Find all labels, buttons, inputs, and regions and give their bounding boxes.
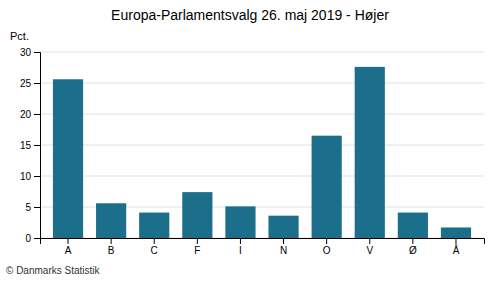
bar	[398, 213, 428, 238]
footer: © Danmarks Statistik	[6, 265, 101, 276]
bar	[312, 136, 342, 238]
bar	[441, 227, 471, 238]
y-tick-label: 30	[20, 47, 32, 58]
y-tick-label: 5	[25, 202, 31, 213]
x-axis-line	[41, 239, 485, 245]
x-tick-label: B	[108, 245, 115, 256]
grid-line	[40, 83, 484, 84]
x-tick-label: O	[323, 245, 331, 256]
y-tick-mark	[34, 176, 40, 177]
x-tick-mark	[240, 238, 241, 244]
y-axis: 0 5 10 15 20 25 30	[20, 47, 41, 244]
y-tick: 25	[20, 78, 40, 89]
y-tick: 0	[25, 233, 40, 244]
x-tick-mark	[197, 238, 198, 244]
bar	[96, 203, 126, 238]
y-tick-label: 0	[25, 233, 31, 244]
y-tick-label: 20	[20, 109, 32, 120]
x-tick-label: Ø	[409, 245, 417, 256]
y-tick: 10	[20, 171, 40, 182]
x-tick-label: Å	[453, 244, 460, 256]
x-tick-mark	[111, 238, 112, 244]
x-tick-label: A	[65, 245, 72, 256]
y-axis-line	[34, 53, 41, 239]
x-tick: V	[366, 238, 373, 256]
y-tick: 20	[20, 109, 40, 120]
y-tick-mark	[34, 238, 40, 239]
x-tick: I	[239, 238, 242, 256]
y-label: Pct.	[10, 30, 29, 42]
y-tick: 30	[20, 47, 40, 58]
title: Europa-Parlamentsvalg 26. maj 2019 - Høj…	[111, 7, 389, 23]
x-tick: N	[280, 238, 287, 256]
x-tick-label: C	[151, 245, 158, 256]
x-tick-mark	[326, 238, 327, 244]
x-tick: F	[194, 238, 200, 256]
y-tick-mark	[34, 83, 40, 84]
x-tick: Ø	[409, 238, 417, 256]
x-tick-mark	[68, 238, 69, 244]
x-tick-label: V	[366, 245, 373, 256]
bar	[268, 216, 298, 238]
grid-line	[40, 145, 484, 146]
y-tick-label: 25	[20, 78, 32, 89]
chart: Europa-Parlamentsvalg 26. maj 2019 - Høj…	[0, 0, 500, 282]
grid-line	[40, 114, 484, 115]
grid-line	[40, 176, 484, 177]
y-tick-label: 15	[20, 140, 32, 151]
y-tick-mark	[34, 145, 40, 146]
x-tick-mark	[455, 238, 456, 244]
y-tick-mark	[34, 207, 40, 208]
grid-line	[40, 52, 484, 53]
x-tick: A	[65, 238, 72, 256]
plot: 0 5 10 15 20 25 30 A B C F I N O V Ø Å	[20, 47, 485, 256]
bars	[53, 67, 471, 238]
x-tick-label: I	[239, 245, 242, 256]
bar	[355, 67, 385, 238]
x-tick-mark	[154, 238, 155, 244]
x-tick: C	[151, 238, 158, 256]
y-tick-label: 10	[20, 171, 32, 182]
x-tick-mark	[283, 238, 284, 244]
x-tick-label: N	[280, 245, 287, 256]
x-tick-mark	[369, 238, 370, 244]
bar	[225, 206, 255, 238]
bar	[182, 192, 212, 238]
x-tick-label: F	[194, 245, 200, 256]
x-tick: Å	[453, 238, 460, 256]
bar	[53, 79, 83, 238]
x-tick-mark	[412, 238, 413, 244]
bar	[139, 213, 169, 238]
y-tick: 5	[25, 202, 40, 213]
y-tick-mark	[34, 114, 40, 115]
x-tick: O	[323, 238, 331, 256]
x-tick: B	[108, 238, 115, 256]
x-axis: ABCFINOVØÅ	[41, 238, 485, 256]
y-tick-mark	[34, 52, 40, 53]
grid	[40, 52, 484, 238]
y-tick: 15	[20, 140, 40, 151]
